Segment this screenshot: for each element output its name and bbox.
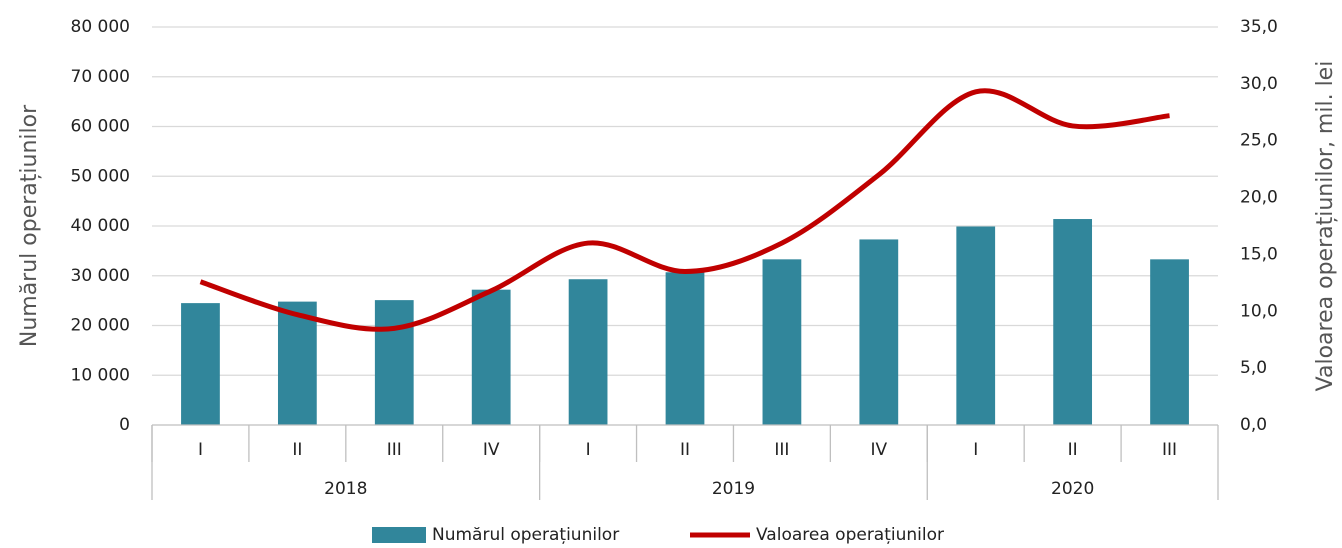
y2-tick-label: 15,0 <box>1240 244 1278 264</box>
y-tick-label: 10 000 <box>71 365 130 385</box>
bar <box>181 303 220 425</box>
line <box>199 88 1170 332</box>
y2-tick-label: 10,0 <box>1240 301 1278 321</box>
y2-axis-title: Valoarea operațiunilor, mil. lei <box>1313 61 1338 392</box>
y-tick-label: 70 000 <box>71 67 130 87</box>
x-tick-label: II <box>680 440 690 460</box>
bar <box>859 239 899 425</box>
group-label: 2020 <box>1051 479 1094 499</box>
y2-tick-label: 35,0 <box>1240 17 1278 37</box>
y-tick-label: 80 000 <box>71 17 130 37</box>
x-tick-label: III <box>1162 440 1177 460</box>
y2-tick-label: 25,0 <box>1240 131 1278 151</box>
x-tick-label: II <box>1068 440 1078 460</box>
x-tick-label: II <box>292 440 302 460</box>
x-tick-label: III <box>387 440 402 460</box>
x-tick-label: I <box>198 440 203 460</box>
y2-tick-label: 20,0 <box>1240 188 1278 208</box>
bar <box>956 226 996 425</box>
group-label: 2018 <box>324 479 367 499</box>
y2-tick-label: 30,0 <box>1240 74 1278 94</box>
y-axis-title: Numărul operațiunilor <box>17 104 42 347</box>
legend-swatch <box>372 527 426 543</box>
legend-label: Numărul operațiunilor <box>432 525 619 545</box>
y-tick-label: 50 000 <box>71 166 130 186</box>
y-tick-label: 60 000 <box>71 117 130 137</box>
bar <box>762 259 802 425</box>
y2-tick-label: 0,0 <box>1240 415 1267 435</box>
bar <box>1150 259 1189 425</box>
y-tick-label: 20 000 <box>71 316 130 336</box>
y-tick-label: 0 <box>119 415 130 435</box>
x-tick-label: IV <box>483 440 500 460</box>
bar <box>568 279 608 425</box>
x-tick-label: IV <box>870 440 887 460</box>
bar <box>277 301 317 425</box>
y-tick-label: 40 000 <box>71 216 130 236</box>
y-tick-label: 30 000 <box>71 266 130 286</box>
x-tick-label: I <box>973 440 978 460</box>
bar <box>665 272 705 425</box>
x-tick-label: III <box>774 440 789 460</box>
bar <box>374 300 414 425</box>
bar <box>1053 219 1093 425</box>
group-label: 2019 <box>712 479 755 499</box>
bar <box>471 289 511 425</box>
y2-tick-label: 5,0 <box>1240 358 1267 378</box>
x-tick-label: I <box>586 440 591 460</box>
legend-label: Valoarea operațiunilor <box>756 525 944 545</box>
